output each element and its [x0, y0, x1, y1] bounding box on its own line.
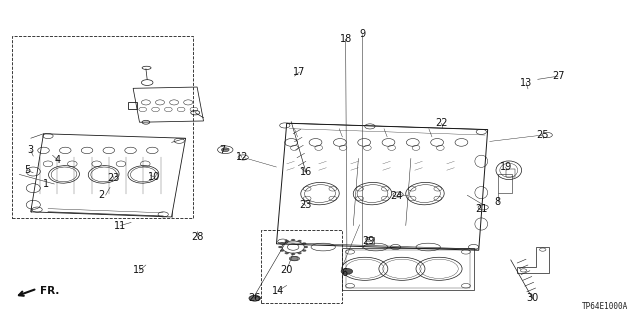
- Circle shape: [302, 243, 306, 244]
- Bar: [261, 230, 342, 303]
- Text: 4: 4: [54, 155, 61, 165]
- Text: 9: 9: [359, 28, 365, 39]
- Text: 17: 17: [293, 67, 306, 77]
- Text: FR.: FR.: [40, 285, 59, 296]
- Text: 8: 8: [495, 197, 501, 207]
- Text: 28: 28: [191, 232, 204, 243]
- Circle shape: [249, 295, 260, 301]
- Text: 1: 1: [43, 179, 49, 189]
- Bar: [346, 250, 470, 288]
- Text: 27: 27: [552, 71, 564, 81]
- Circle shape: [278, 246, 282, 248]
- Circle shape: [291, 253, 295, 255]
- Bar: [128, 102, 137, 109]
- Circle shape: [280, 250, 284, 252]
- Text: 3: 3: [28, 145, 34, 156]
- Circle shape: [298, 240, 301, 242]
- Text: 5: 5: [24, 165, 30, 175]
- Text: TP64E1000A: TP64E1000A: [582, 302, 628, 311]
- Text: 19: 19: [499, 162, 512, 172]
- Text: 16: 16: [300, 167, 312, 177]
- Text: 10: 10: [147, 172, 160, 182]
- Text: 26: 26: [248, 293, 261, 303]
- Text: 12: 12: [236, 152, 248, 163]
- Text: 23: 23: [300, 200, 312, 211]
- Text: 2: 2: [98, 190, 104, 200]
- Circle shape: [341, 268, 353, 274]
- Text: 24: 24: [390, 191, 403, 201]
- Circle shape: [221, 148, 229, 152]
- Circle shape: [291, 239, 295, 241]
- Text: 30: 30: [526, 293, 539, 303]
- Text: 6: 6: [341, 268, 348, 278]
- Bar: [366, 237, 374, 244]
- Text: 18: 18: [339, 34, 352, 44]
- Bar: [498, 174, 512, 193]
- Text: 11: 11: [114, 220, 127, 231]
- Text: 15: 15: [133, 265, 146, 276]
- Circle shape: [285, 240, 289, 242]
- Text: 23: 23: [108, 172, 120, 183]
- Circle shape: [285, 252, 289, 254]
- Circle shape: [298, 252, 301, 254]
- Circle shape: [302, 250, 306, 252]
- Circle shape: [304, 246, 308, 248]
- Text: 25: 25: [536, 130, 549, 140]
- Text: 21: 21: [475, 204, 488, 214]
- Bar: [506, 169, 515, 177]
- Bar: [342, 248, 474, 290]
- Circle shape: [280, 243, 284, 244]
- Text: 7: 7: [220, 145, 226, 155]
- Bar: [12, 36, 193, 218]
- Text: 20: 20: [280, 265, 293, 276]
- Text: 14: 14: [272, 285, 285, 296]
- Text: 13: 13: [520, 77, 532, 88]
- Circle shape: [291, 257, 298, 260]
- Text: 29: 29: [362, 236, 374, 246]
- Text: 22: 22: [435, 118, 448, 128]
